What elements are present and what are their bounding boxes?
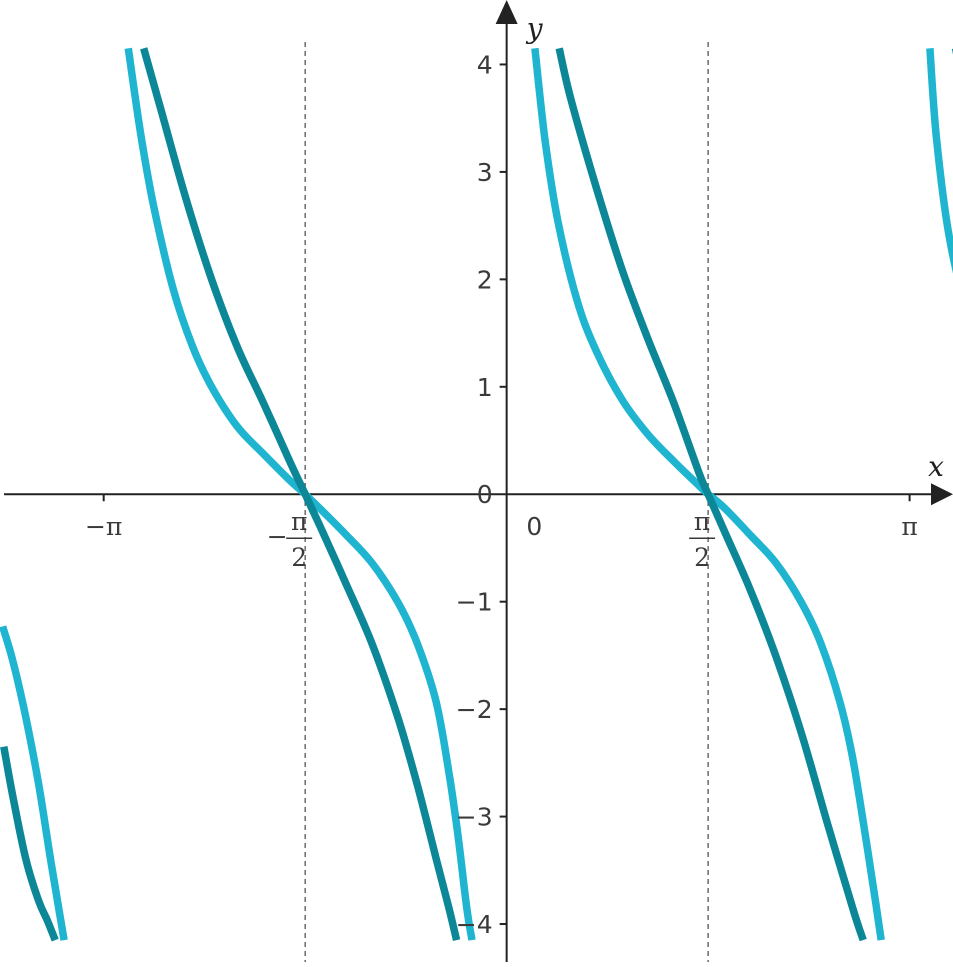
x-tick-minus-sign: − (267, 522, 288, 551)
y-axis-label: y (525, 12, 544, 45)
series-0-segment-0 (0, 625, 68, 941)
x-tick-label-0: −π (85, 512, 122, 541)
series-0-segment-3 (926, 48, 953, 274)
y-tick-label-7: −3 (456, 803, 493, 832)
y-tick-label-8: −4 (456, 910, 493, 939)
y-tick-label-6: −2 (456, 695, 493, 724)
x-tick-label-zero: 0 (526, 512, 542, 541)
y-axis-arrow (495, 0, 518, 24)
y-tick-label-0: 4 (477, 50, 493, 79)
x-tick-numerator: π (694, 507, 710, 536)
y-tick-label-4: 0 (477, 480, 493, 509)
y-tick-label-2: 2 (477, 265, 493, 294)
x-tick-label-4: π (901, 512, 917, 541)
x-axis-label: x (928, 450, 944, 483)
x-tick-label-1: π 2− (267, 507, 313, 572)
x-tick-numerator: π (291, 507, 307, 536)
x-tick-denominator: 2 (291, 543, 307, 572)
x-tick-label-3: π2 (689, 507, 716, 572)
series-1-segment-2 (555, 47, 867, 942)
series-1-segment-0 (0, 746, 59, 942)
y-tick-label-1: 3 (477, 158, 493, 187)
x-axis-arrow (931, 483, 953, 506)
x-tick-denominator: 2 (694, 543, 710, 572)
y-tick-label-5: −1 (456, 588, 493, 617)
series-1-segment-1 (140, 47, 461, 941)
y-tick-label-3: 1 (477, 373, 493, 402)
